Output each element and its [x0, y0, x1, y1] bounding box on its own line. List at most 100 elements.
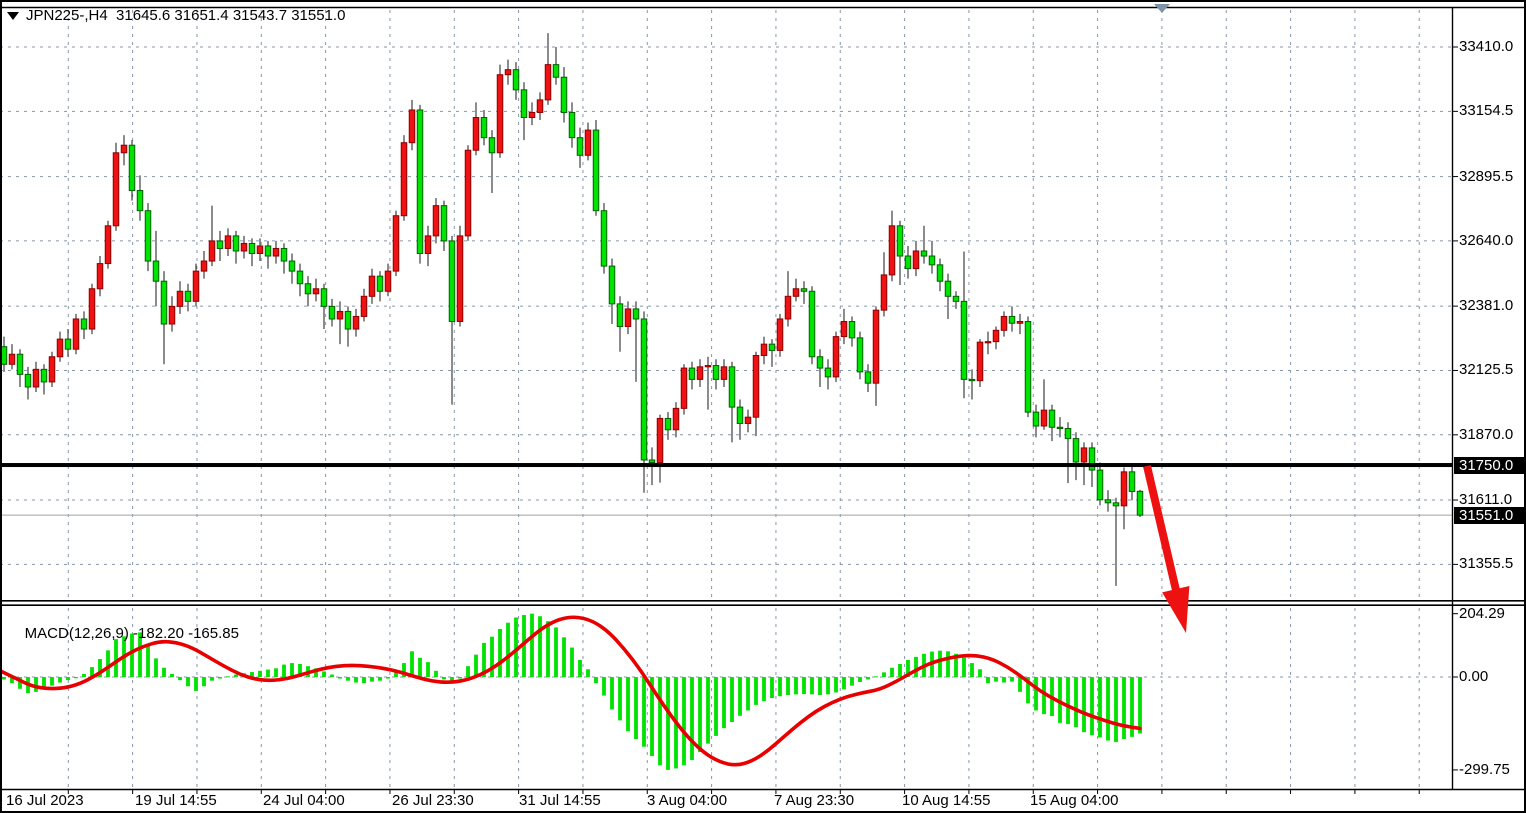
candle-bullish	[536, 99, 544, 113]
macd-histogram-bar	[482, 642, 486, 677]
candle-bearish	[304, 283, 312, 295]
candle-bearish	[1048, 409, 1056, 428]
macd-histogram-bar	[1130, 677, 1134, 737]
candle-bearish	[288, 260, 296, 272]
macd-histogram-bar	[282, 664, 286, 677]
candle-bearish	[768, 343, 776, 351]
candle-bullish	[496, 74, 504, 154]
macd-histogram-bar	[1114, 677, 1118, 743]
candle-bearish	[816, 356, 824, 369]
macd-histogram-bar	[538, 616, 542, 677]
candle-bearish	[488, 137, 496, 154]
candle-bullish	[384, 270, 392, 292]
candle-bullish	[584, 129, 592, 156]
candle-bullish	[464, 149, 472, 237]
candle-bullish	[392, 215, 400, 272]
candle-bullish	[8, 353, 16, 365]
macd-histogram-bar	[1138, 677, 1142, 734]
candle-bearish	[24, 373, 32, 388]
macd-indicator-values: MACD(12,26,9) -182.20 -165.85	[24, 625, 239, 642]
candle-bearish	[920, 250, 928, 257]
macd-signal-line	[0, 615, 1142, 767]
macd-histogram-bar	[202, 677, 206, 687]
candle-bullish	[976, 341, 984, 382]
macd-histogram-bar	[490, 636, 494, 677]
candle-bullish	[88, 288, 96, 330]
support-level-line[interactable]	[0, 463, 1452, 468]
macd-histogram-bar	[554, 627, 558, 677]
macd-histogram-bar	[1002, 677, 1006, 683]
macd-histogram-bar	[50, 677, 54, 686]
candle-bullish	[120, 144, 128, 154]
candle-bearish	[280, 247, 288, 262]
candle-bullish	[744, 416, 752, 424]
macd-histogram-bar	[210, 677, 214, 681]
macd-histogram-bar	[842, 677, 846, 690]
candle-bearish	[904, 255, 912, 270]
macd-histogram-bar	[58, 677, 62, 683]
macd-histogram-bar	[874, 676, 878, 678]
candle-bullish	[992, 329, 1000, 343]
macd-histogram-bar	[42, 677, 46, 689]
candle-bearish	[1088, 447, 1096, 471]
macd-histogram-bar	[194, 677, 198, 691]
macd-histogram-bar	[1106, 677, 1110, 741]
candle-bullish	[312, 288, 320, 295]
macd-histogram-bar	[1066, 677, 1070, 725]
macd-histogram-bar	[746, 677, 750, 711]
candle-bearish	[248, 242, 256, 254]
candle-bullish	[624, 308, 632, 328]
candle-bullish	[840, 320, 848, 338]
candle-bullish	[776, 318, 784, 351]
down-arrow-shaft[interactable]	[1143, 465, 1182, 596]
macd-histogram-bar	[514, 617, 518, 677]
macd-histogram-bar	[266, 669, 270, 677]
candle-bearish	[952, 295, 960, 302]
macd-histogram-bar	[898, 663, 902, 677]
macd-histogram-bar	[82, 673, 86, 677]
macd-histogram-bar	[546, 621, 550, 677]
macd-histogram-bar	[890, 667, 894, 677]
macd-histogram-bar	[114, 639, 118, 677]
candle-bullish	[912, 250, 920, 270]
candle-bullish	[56, 338, 64, 358]
macd-histogram-bar	[354, 677, 358, 683]
candle-bearish	[184, 290, 192, 302]
candle-bullish	[720, 366, 728, 380]
down-arrow-head[interactable]	[1162, 585, 1190, 633]
candle-bearish	[592, 129, 600, 212]
candle-bearish	[896, 225, 904, 257]
candle-bullish	[672, 407, 680, 431]
macd-histogram-bar	[850, 677, 854, 686]
macd-histogram-bar	[362, 677, 366, 684]
candle-bullish	[1120, 471, 1128, 507]
candle-bullish	[112, 152, 120, 227]
macd-histogram-bar	[642, 677, 646, 747]
macd-histogram-bar	[762, 677, 766, 702]
candle-bullish	[432, 205, 440, 237]
macd-histogram-bar	[754, 677, 758, 705]
candle-bullish	[1000, 315, 1008, 331]
candle-bearish	[296, 270, 304, 285]
candle-bullish	[1040, 409, 1048, 427]
macd-histogram-bar	[570, 647, 574, 677]
candle-bearish	[928, 255, 936, 266]
candle-bullish	[200, 260, 208, 272]
macd-histogram-bar	[682, 677, 686, 766]
macd-histogram-bar	[154, 658, 158, 677]
candle-bearish	[688, 367, 696, 380]
candle-bullish	[680, 367, 688, 409]
macd-histogram-bar	[826, 677, 830, 695]
macd-histogram-bar	[690, 677, 694, 761]
candle-bullish	[704, 365, 712, 368]
candle-bearish	[376, 275, 384, 292]
candle-bullish	[240, 242, 248, 252]
macd-histogram-bar	[370, 677, 374, 682]
candle-bullish	[272, 247, 280, 257]
candle-bearish	[440, 205, 448, 242]
macd-histogram-bar	[298, 663, 302, 677]
macd-histogram-bar	[954, 653, 958, 677]
macd-histogram-bar	[938, 650, 942, 677]
